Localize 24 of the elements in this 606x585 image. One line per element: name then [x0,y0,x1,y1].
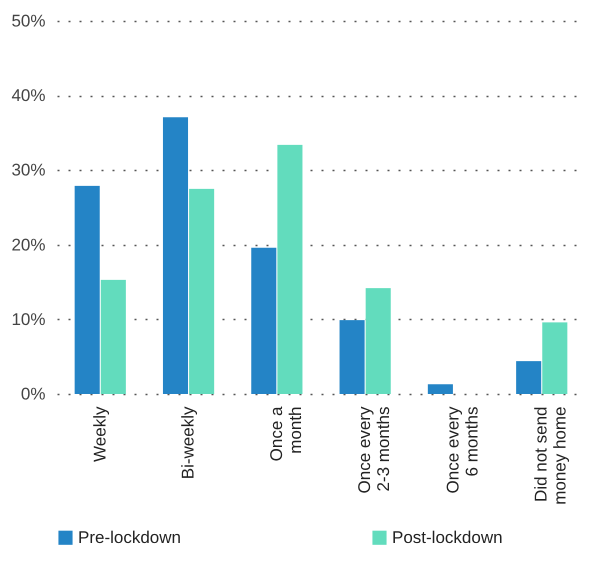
bar [189,188,214,394]
bar [277,144,302,394]
x-tick-label: Weekly [90,406,110,462]
bar [74,186,100,394]
bar [340,320,365,394]
x-tick-label: Did not send money home [532,406,570,505]
y-tick-label: 0% [20,384,46,404]
bar [516,361,542,394]
bar [162,117,188,394]
bar [251,248,276,394]
x-tick-label: Bi-weekly [178,406,198,480]
legend-label: Post-lockdown [392,528,503,547]
y-tick-label: 50% [11,12,46,30]
x-tick-label: Once a month [266,406,305,462]
y-tick-label: 10% [11,310,46,329]
bar [428,384,453,394]
y-tick-label: 40% [11,86,46,106]
y-tick-label: 30% [11,160,46,180]
legend-label: Pre-lockdown [78,528,181,547]
bar [366,288,391,394]
bar [542,322,568,394]
bar [100,280,126,394]
y-tick-label: 20% [11,235,46,254]
x-tick-label: Once every 6 months [443,406,482,494]
